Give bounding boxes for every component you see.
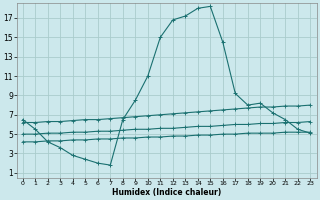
X-axis label: Humidex (Indice chaleur): Humidex (Indice chaleur): [112, 188, 221, 197]
